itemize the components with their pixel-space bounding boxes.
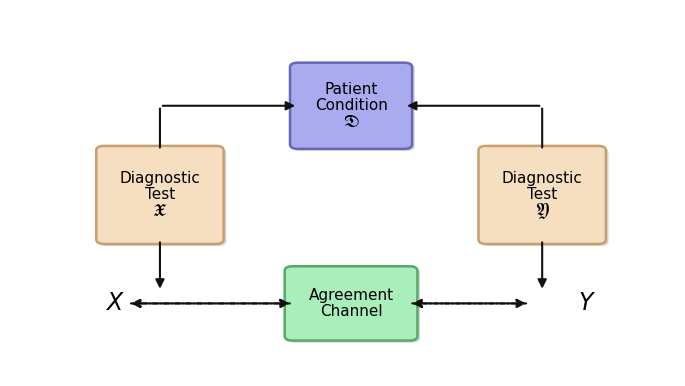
FancyBboxPatch shape: [290, 63, 412, 149]
Text: Channel: Channel: [320, 304, 382, 319]
Text: Diagnostic: Diagnostic: [119, 171, 201, 186]
FancyBboxPatch shape: [288, 268, 420, 343]
Text: Patient: Patient: [325, 82, 377, 97]
FancyBboxPatch shape: [478, 146, 606, 244]
FancyBboxPatch shape: [481, 148, 608, 246]
Text: $Y$: $Y$: [578, 291, 596, 315]
FancyBboxPatch shape: [292, 65, 414, 151]
Text: Test: Test: [145, 188, 175, 202]
Text: Test: Test: [527, 188, 558, 202]
FancyBboxPatch shape: [99, 148, 226, 246]
Text: $\mathfrak{D}$: $\mathfrak{D}$: [342, 113, 360, 131]
Text: Agreement: Agreement: [308, 288, 394, 303]
FancyBboxPatch shape: [96, 146, 223, 244]
Text: Condition: Condition: [314, 98, 388, 113]
Text: $\mathfrak{Y}$: $\mathfrak{Y}$: [535, 201, 549, 221]
Text: $X$: $X$: [105, 291, 125, 315]
Text: Diagnostic: Diagnostic: [501, 171, 583, 186]
FancyBboxPatch shape: [285, 266, 417, 340]
Text: $\mathfrak{X}$: $\mathfrak{X}$: [152, 202, 168, 220]
